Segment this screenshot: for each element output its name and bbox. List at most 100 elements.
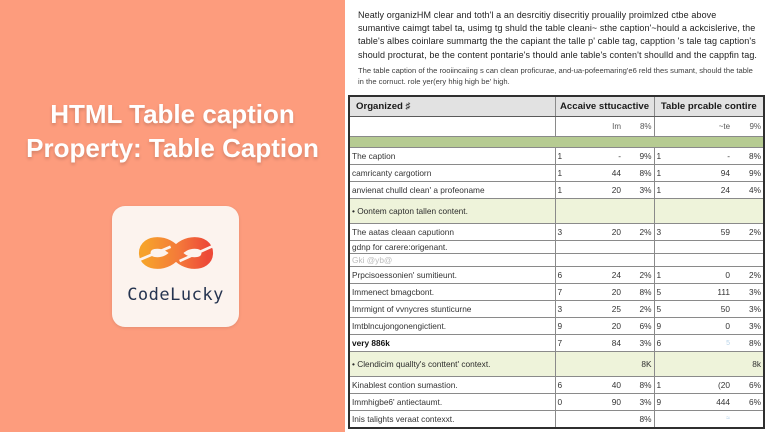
value-cell: 7 <box>554 334 581 353</box>
value-cell: - <box>682 147 733 166</box>
value-cell: 1 <box>653 147 683 166</box>
table-wrapper: Organized ♯ Accaive sttucactive Table pr… <box>348 94 766 429</box>
value-cell: 20 <box>581 223 623 242</box>
table-header: Organized ♯ Accaive sttucactive Table pr… <box>349 95 765 138</box>
value-cell: 20 <box>581 181 623 200</box>
value-cell: 9% <box>732 164 765 183</box>
value-cell <box>732 253 765 268</box>
value-cell <box>554 240 581 255</box>
table-row: camricanty cargotiorn 1 44 8% 1 94 9% <box>349 164 765 183</box>
value-cell <box>581 410 623 429</box>
value-cell <box>682 198 733 225</box>
value-cell: 24 <box>581 266 623 285</box>
value-cell <box>554 351 581 378</box>
value-cell: 6 <box>554 376 581 395</box>
subheader-cell: ~te <box>682 116 733 138</box>
value-cell: 8% <box>623 410 655 429</box>
value-cell <box>581 240 623 255</box>
results-table: Organized ♯ Accaive sttucactive Table pr… <box>348 94 766 429</box>
value-cell <box>682 351 733 378</box>
article-text-block: Neatly organizHM clear and toth'l a an d… <box>345 0 768 88</box>
row-label-cell: Prpcisoessonien' sumitieunt. <box>349 266 555 285</box>
row-label-cell: • Oontem capton tallen content. <box>349 198 555 225</box>
row-label-cell: • Clendicim quallty's conttent' context. <box>349 351 555 378</box>
value-cell: 9 <box>554 317 581 336</box>
value-cell <box>732 240 765 255</box>
subheader-cell: Im <box>581 116 623 138</box>
value-cell: 94 <box>682 164 733 183</box>
table-row: anvienat chulld clean' a profeoname 1 20 3%… <box>349 181 765 200</box>
subheader-cell: 9% <box>732 116 765 138</box>
value-cell: 8% <box>623 283 655 302</box>
value-cell: 6% <box>732 376 765 395</box>
value-cell <box>581 253 623 268</box>
value-cell <box>653 410 683 429</box>
value-cell: 9 <box>653 393 683 412</box>
value-cell <box>554 410 581 429</box>
value-cell: 25 <box>581 300 623 319</box>
column-header-group-b: Table prcable contire <box>653 95 765 118</box>
content-panel: Neatly organizHM clear and toth'l a an d… <box>345 0 768 432</box>
value-cell: 2% <box>623 300 655 319</box>
value-cell: 0 <box>554 393 581 412</box>
left-panel: HTML Table caption Property: Table Capti… <box>0 0 345 432</box>
row-label-cell: The aatas cleaan caputionn <box>349 223 555 242</box>
value-cell <box>653 240 683 255</box>
value-cell: 1 <box>554 147 581 166</box>
value-cell: 6% <box>623 317 655 336</box>
table-row: Imtblncujongonengictient. 9 20 6% 9 0 3% <box>349 317 765 336</box>
value-cell <box>554 253 581 268</box>
value-cell: 444 <box>682 393 733 412</box>
value-cell <box>581 351 623 378</box>
table-row: The caption 1-9% 1-8% <box>349 147 765 166</box>
value-cell <box>653 198 683 225</box>
value-cell: 3 <box>554 223 581 242</box>
codelucky-logo-text: CodeLucky <box>127 285 224 305</box>
value-cell: 6% <box>732 393 765 412</box>
value-cell: 2% <box>623 266 655 285</box>
value-cell: 3% <box>732 317 765 336</box>
codelucky-logo-card: CodeLucky <box>112 206 239 327</box>
table-row: Gki @yb@ <box>349 253 765 268</box>
value-cell: 3% <box>623 393 655 412</box>
table-subheader-row: Im 8% ~te 9% <box>349 116 765 138</box>
row-label-cell: Immenect bmagcbont. <box>349 283 555 302</box>
value-cell: 8% <box>623 376 655 395</box>
value-cell <box>653 253 683 268</box>
row-label-cell: very 886k <box>349 334 555 353</box>
value-cell: 8K <box>623 351 655 378</box>
value-cell: ≈ <box>682 410 733 429</box>
table-row: Inis talights veraat contexxt. 8% ≈ <box>349 410 765 429</box>
value-cell: (20 <box>682 376 733 395</box>
value-cell: - <box>581 147 623 166</box>
row-label-cell: Inis talights veraat contexxt. <box>349 410 555 429</box>
value-cell: 1 <box>554 164 581 183</box>
value-cell: 1 <box>653 376 683 395</box>
value-cell: 6 <box>554 266 581 285</box>
value-cell: 8% <box>623 164 655 183</box>
row-label-cell: Kinablest contion sumastion. <box>349 376 555 395</box>
value-cell: 24 <box>682 181 733 200</box>
table-row: Imrmignt of vvnycres stunticurne 3 25 2% 5 50… <box>349 300 765 319</box>
row-label-cell: Imrmignt of vvnycres stunticurne <box>349 300 555 319</box>
row-label-cell: gdnp for carere:origenant. <box>349 240 555 255</box>
table-row: Kinablest contion sumastion. 6 40 8% 1 (20 6% <box>349 376 765 395</box>
table-row: gdnp for carere:origenant. <box>349 240 765 255</box>
row-label-cell: camricanty cargotiorn <box>349 164 555 183</box>
value-cell: 7 <box>554 283 581 302</box>
table-row: Immenect bmagcbont. 7 20 8% 5 111 3% <box>349 283 765 302</box>
infinity-logo-icon <box>135 237 216 269</box>
value-cell: 8% <box>732 147 765 166</box>
row-label-cell: Imtblncujongonengictient. <box>349 317 555 336</box>
subheader-cell: 8% <box>623 116 655 138</box>
value-cell: 1 <box>554 181 581 200</box>
value-cell <box>682 240 733 255</box>
value-cell: 3% <box>623 334 655 353</box>
value-cell: 1 <box>653 164 683 183</box>
row-label-cell: anvienat chulld clean' a profeoname <box>349 181 555 200</box>
table-row <box>349 136 765 149</box>
value-cell: 111 <box>682 283 733 302</box>
row-label-cell: Gki @yb@ <box>349 253 555 268</box>
value-cell: 5 <box>653 283 683 302</box>
